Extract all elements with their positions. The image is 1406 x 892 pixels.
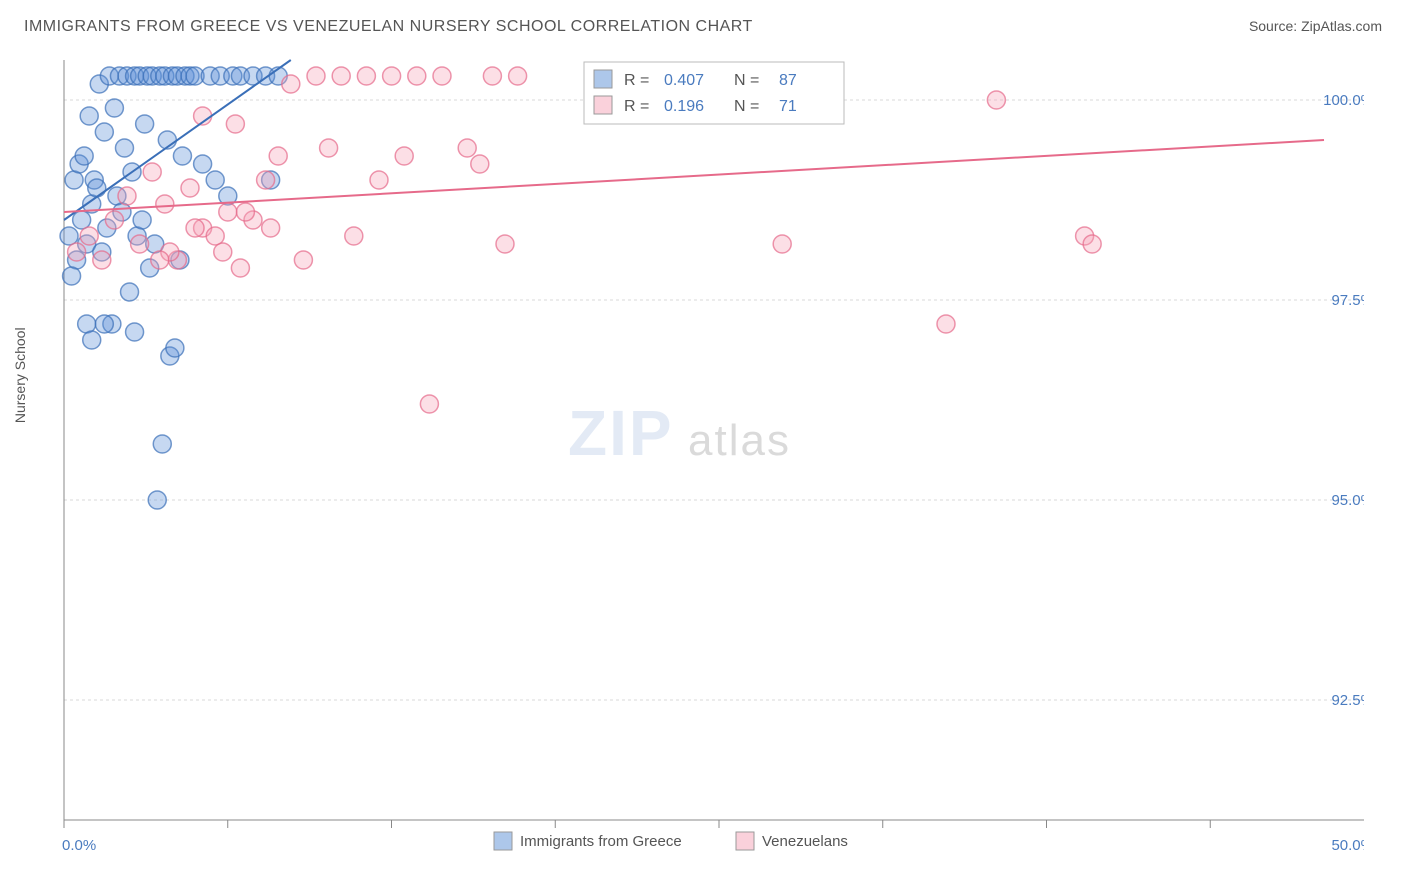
chart-title: IMMIGRANTS FROM GREECE VS VENEZUELAN NUR… <box>24 18 753 36</box>
data-point <box>236 203 254 221</box>
scatter-plot: 92.5% 95.0% 97.5% 100.0% 0.0% 50.0% ZIP atlas R … <box>24 50 1364 876</box>
data-point <box>483 67 501 85</box>
data-point <box>282 75 300 93</box>
data-point <box>357 67 375 85</box>
data-point <box>151 251 169 269</box>
data-point <box>408 67 426 85</box>
data-point <box>294 251 312 269</box>
data-point <box>65 171 83 189</box>
data-point <box>131 235 149 253</box>
data-point <box>121 283 139 301</box>
watermark-icon: ZIP <box>568 397 674 469</box>
data-point <box>156 195 174 213</box>
data-point <box>269 147 287 165</box>
data-point <box>115 139 133 157</box>
data-point <box>307 67 325 85</box>
data-point <box>219 203 237 221</box>
data-point <box>80 227 98 245</box>
data-point <box>88 179 106 197</box>
data-point <box>126 323 144 341</box>
header: IMMIGRANTS FROM GREECE VS VENEZUELAN NUR… <box>0 0 1406 44</box>
data-point <box>1083 235 1101 253</box>
data-point <box>370 171 388 189</box>
data-point <box>133 211 151 229</box>
data-point <box>937 315 955 333</box>
data-point <box>78 315 96 333</box>
data-point <box>773 235 791 253</box>
data-point <box>105 211 123 229</box>
data-point <box>395 147 413 165</box>
stat-r-label: R = <box>624 72 649 89</box>
data-point <box>148 491 166 509</box>
data-point <box>80 107 98 125</box>
data-point <box>63 267 81 285</box>
stat-n-value: 71 <box>779 98 797 115</box>
data-point <box>68 243 86 261</box>
watermark-icon: atlas <box>688 416 791 465</box>
data-point <box>166 339 184 357</box>
chart-container: Nursery School 92.5%95.0%97.5%100.0%0.0%… <box>24 50 1382 876</box>
stat-r-value: 0.407 <box>664 72 704 89</box>
stat-r-label: R = <box>624 98 649 115</box>
data-point <box>509 67 527 85</box>
stat-n-value: 87 <box>779 72 797 89</box>
data-point <box>262 219 280 237</box>
data-point <box>383 67 401 85</box>
data-point <box>226 115 244 133</box>
data-point <box>194 155 212 173</box>
data-point <box>95 315 113 333</box>
stats-swatch-icon <box>594 70 612 88</box>
data-point <box>206 171 224 189</box>
y-axis-label: Nursery School <box>12 327 28 423</box>
data-point <box>214 243 232 261</box>
data-point <box>73 211 91 229</box>
data-point <box>458 139 476 157</box>
data-point <box>153 435 171 453</box>
y-tick-label: 95.0% <box>1331 492 1364 509</box>
stat-r-value: 0.196 <box>664 98 704 115</box>
source-credit: Source: ZipAtlas.com <box>1249 18 1382 34</box>
data-point <box>257 171 275 189</box>
data-point <box>186 219 204 237</box>
y-tick-label: 97.5% <box>1331 292 1364 309</box>
data-point <box>471 155 489 173</box>
data-point <box>95 123 113 141</box>
data-point <box>433 67 451 85</box>
data-point <box>231 259 249 277</box>
data-point <box>496 235 514 253</box>
trend-line <box>64 140 1324 212</box>
data-point <box>75 147 93 165</box>
legend-swatch-icon <box>736 832 754 850</box>
data-point <box>143 163 161 181</box>
data-point <box>173 147 191 165</box>
legend-swatch-icon <box>494 832 512 850</box>
stats-swatch-icon <box>594 96 612 114</box>
data-point <box>93 251 111 269</box>
data-point <box>60 227 78 245</box>
data-point <box>420 395 438 413</box>
x-tick-label: 50.0% <box>1331 837 1364 854</box>
data-point <box>83 331 101 349</box>
data-point <box>987 91 1005 109</box>
data-point <box>118 187 136 205</box>
data-point <box>345 227 363 245</box>
y-tick-label: 100.0% <box>1323 92 1364 109</box>
data-point <box>320 139 338 157</box>
legend-label: Venezuelans <box>762 833 848 850</box>
data-point <box>136 115 154 133</box>
x-tick-label: 0.0% <box>62 837 96 854</box>
data-point <box>105 99 123 117</box>
data-point <box>206 227 224 245</box>
stats-panel <box>584 62 844 124</box>
legend-label: Immigrants from Greece <box>520 833 682 850</box>
stat-n-label: N = <box>734 72 759 89</box>
data-point <box>181 179 199 197</box>
y-tick-label: 92.5% <box>1331 692 1364 709</box>
data-point <box>332 67 350 85</box>
stat-n-label: N = <box>734 98 759 115</box>
